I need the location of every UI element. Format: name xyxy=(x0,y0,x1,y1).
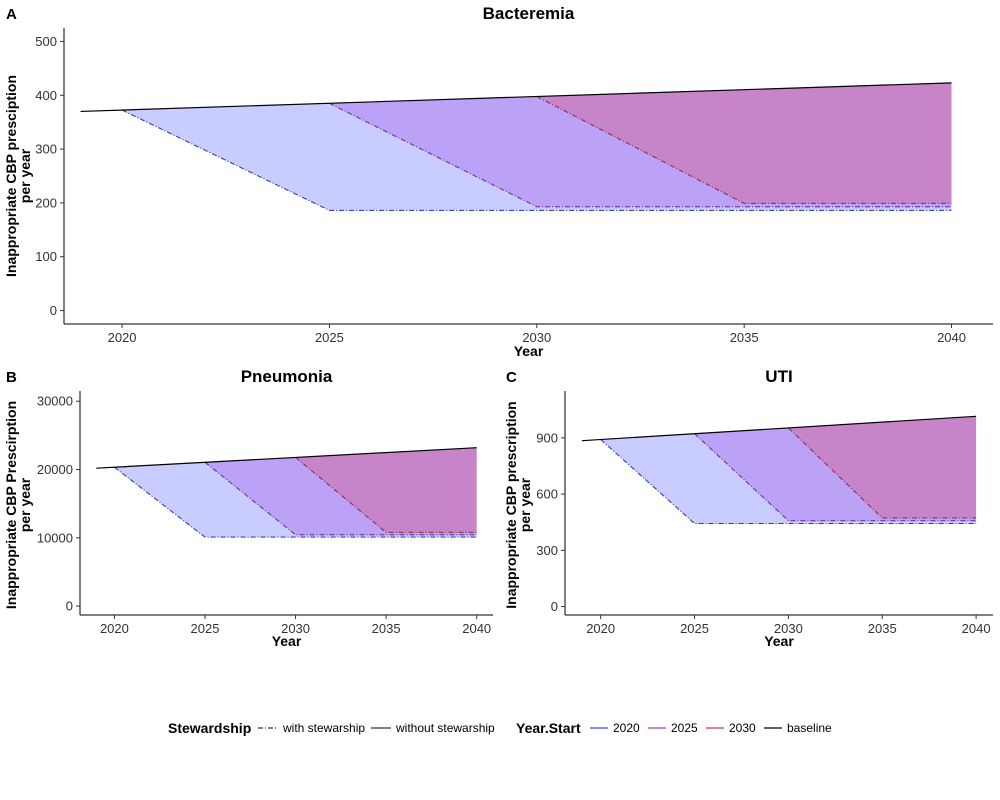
stewardship-color-2030 xyxy=(536,96,952,204)
stewardship-color-2020 xyxy=(114,466,477,538)
y-axis-label: Inappropriate CBP presciptionper year xyxy=(3,75,33,277)
y-axis-label-line: Inappropriate CBP presciption xyxy=(3,75,19,277)
legend-label-2030: 2030 xyxy=(729,721,756,735)
panel-b: 2020 2025 2030 2035 2040 0 10000 20000 30000 B Pne… xyxy=(3,367,493,649)
y-axis-label: Inappropriate CBP prescriptionper year xyxy=(503,401,533,608)
stewardship-color-2025 xyxy=(329,102,952,208)
y-tick-label: 900 xyxy=(536,430,558,445)
y-tick-label: 0 xyxy=(50,303,57,318)
legend-label-without-stewardship: without stewarship xyxy=(395,721,495,735)
y-tick-label: 30000 xyxy=(37,394,73,409)
chart-title: UTI xyxy=(765,367,792,386)
y-axis-label-line: Inappropriate CBP Prescirption xyxy=(3,401,19,609)
legend-label-with-stewardship: with stewarship xyxy=(282,721,365,735)
panel-letter: B xyxy=(6,369,17,386)
y-axis-label-line: per year xyxy=(17,477,33,532)
chart-title: Pneumonia xyxy=(241,367,333,386)
stewardship-color-2030 xyxy=(788,427,977,519)
y-tick-label: 500 xyxy=(35,34,57,49)
y-tick-label: 0 xyxy=(551,599,558,614)
x-tick-label: 2020 xyxy=(108,330,137,345)
y-tick-label: 100 xyxy=(35,249,57,264)
x-tick-label: 2040 xyxy=(962,621,991,636)
x-tick-label: 2020 xyxy=(100,621,129,636)
legend-title-year-start: Year.Start xyxy=(516,720,581,736)
y-axis-label: Inappropriate CBP Prescirptionper year xyxy=(3,401,33,609)
y-tick-label: 600 xyxy=(536,487,558,502)
baseline-line xyxy=(581,415,977,442)
y-tick-label: 300 xyxy=(35,142,57,157)
area-2030 xyxy=(295,447,477,533)
x-tick-label: 2040 xyxy=(462,621,491,636)
panel-c: 2020 2025 2030 2035 2040 0 300 600 900 C UTI Year In… xyxy=(503,367,993,649)
x-tick-label: 2025 xyxy=(191,621,220,636)
x-axis-label: Year xyxy=(272,633,302,649)
panel-letter: C xyxy=(506,369,517,386)
y-tick-label: 200 xyxy=(35,195,57,210)
y-tick-label: 300 xyxy=(536,543,558,558)
x-tick-label: 2025 xyxy=(315,330,344,345)
x-tick-label: 2040 xyxy=(937,330,966,345)
x-tick-label: 2020 xyxy=(586,621,615,636)
x-tick-label: 2035 xyxy=(730,330,759,345)
panel-a: 2020 2025 2030 2035 2040 0 100 200 300 400 500 A Bac… xyxy=(3,4,993,359)
y-axis-label-line: Inappropriate CBP prescription xyxy=(503,401,519,608)
y-axis-label-line: per year xyxy=(17,148,33,203)
x-tick-label: 2030 xyxy=(281,621,310,636)
y-tick-label: 20000 xyxy=(37,462,73,477)
area-2025 xyxy=(694,427,977,521)
area-2025 xyxy=(205,457,477,535)
area-2020 xyxy=(122,103,952,211)
x-axis-label: Year xyxy=(514,343,544,359)
area-2025 xyxy=(329,96,952,207)
baseline-line xyxy=(80,82,952,113)
stewardship-color-2020 xyxy=(600,439,977,524)
legend-label-2025: 2025 xyxy=(671,721,698,735)
chart-title: Bacteremia xyxy=(483,4,575,23)
x-tick-label: 2035 xyxy=(372,621,401,636)
stewardship-color-2030 xyxy=(295,457,477,533)
area-2020 xyxy=(114,462,477,538)
area-2030 xyxy=(536,82,952,204)
panel-letter: A xyxy=(6,6,17,23)
area-2030 xyxy=(788,416,977,518)
y-axis-label-line: per year xyxy=(517,477,533,532)
stewardship-color-2020 xyxy=(121,109,952,211)
x-tick-label: 2035 xyxy=(868,621,897,636)
stewardship-color-2025 xyxy=(694,433,977,522)
x-tick-label: 2030 xyxy=(774,621,803,636)
y-tick-label: 0 xyxy=(66,599,73,614)
x-tick-label: 2030 xyxy=(522,330,551,345)
area-2020 xyxy=(600,433,977,524)
x-axis-label: Year xyxy=(764,633,794,649)
legend-label-2020: 2020 xyxy=(613,721,640,735)
baseline-line xyxy=(96,447,477,469)
legend-title-stewardship: Stewardship xyxy=(168,720,251,736)
legend-label-baseline: baseline xyxy=(787,721,832,735)
y-tick-label: 10000 xyxy=(37,530,73,545)
legend: Stewardship with stewarship without stew… xyxy=(168,720,832,736)
x-tick-label: 2025 xyxy=(680,621,709,636)
chart-panels: 2020 2025 2030 2035 2040 0 100 200 300 400 500 A Bac… xyxy=(3,4,993,649)
y-tick-label: 400 xyxy=(35,88,57,103)
